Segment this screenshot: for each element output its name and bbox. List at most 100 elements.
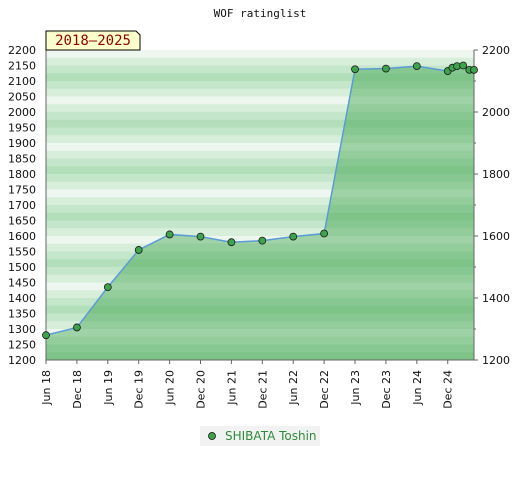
x-tick-label: Dec 21	[256, 370, 269, 409]
x-tick-label: Dec 18	[71, 370, 84, 409]
data-point	[73, 323, 81, 332]
background-band	[46, 158, 474, 167]
x-tick-label: Dec 24	[442, 370, 455, 409]
y-tick-label-left: 2000	[8, 106, 36, 119]
data-point	[470, 65, 478, 74]
data-point	[258, 236, 267, 245]
background-band	[46, 313, 474, 322]
period-badge-text: 2018–2025	[55, 33, 131, 49]
x-tick-label: Jun 20	[164, 370, 177, 406]
x-tick-label: Jun 23	[349, 370, 362, 406]
background-band	[46, 104, 474, 113]
data-point	[382, 64, 390, 73]
y-tick-label-right: 2200	[482, 44, 510, 57]
background-band	[46, 197, 474, 206]
y-tick-label-left: 1700	[8, 199, 36, 212]
x-tick-label: Dec 23	[380, 370, 393, 409]
y-tick-label-left: 1600	[8, 230, 36, 243]
y-tick-label-left: 1900	[8, 137, 36, 150]
background-band	[46, 57, 474, 66]
data-point	[289, 232, 298, 241]
y-tick-label-left: 1500	[8, 261, 36, 274]
background-band	[46, 119, 474, 128]
data-point	[459, 61, 468, 70]
background-band	[46, 274, 474, 283]
y-tick-label-left: 1550	[8, 246, 36, 259]
background-band	[46, 73, 474, 82]
background-band	[46, 205, 474, 214]
background-band	[46, 88, 474, 97]
background-band	[46, 143, 474, 152]
x-tick-label: Jun 22	[287, 370, 300, 406]
background-band	[46, 259, 474, 268]
x-tick-label: Jun 19	[102, 370, 115, 406]
chart-title: WOF ratinglist	[214, 7, 307, 20]
background-band	[46, 166, 474, 175]
data-point	[412, 62, 421, 71]
data-point	[227, 238, 236, 247]
series-area	[46, 65, 474, 360]
y-tick-label-left: 1350	[8, 308, 36, 321]
legend-label: SHIBATA Toshin	[225, 429, 317, 443]
y-tick-label-left: 2050	[8, 91, 36, 104]
background-band	[46, 336, 474, 345]
legend: SHIBATA Toshin	[200, 426, 320, 446]
x-tick-label: Jun 18	[40, 370, 53, 406]
background-band	[46, 352, 474, 361]
background-band	[46, 181, 474, 190]
y-tick-label-right: 1400	[482, 292, 510, 305]
axes: 1200 1250 1300 1350 1400 1450 1500 1550 1600 1650…	[8, 44, 510, 409]
y-tick-label-left: 1750	[8, 184, 36, 197]
background-band	[46, 305, 474, 314]
y-tick-label-right: 1600	[482, 230, 510, 243]
background-band	[46, 81, 474, 90]
y-tick-label-left: 1450	[8, 277, 36, 290]
background-band	[46, 212, 474, 221]
y-tick-label-left: 1200	[8, 354, 36, 367]
y-tick-label-right: 2000	[482, 106, 510, 119]
x-tick-label: Jun 21	[225, 370, 238, 406]
background-band	[46, 96, 474, 105]
background-band	[46, 282, 474, 291]
y-tick-label-left: 2150	[8, 60, 36, 73]
background-band	[46, 243, 474, 252]
background-band	[46, 290, 474, 299]
legend-marker	[208, 432, 216, 440]
x-tick-label: Dec 20	[195, 370, 208, 409]
y-tick-label-left: 2100	[8, 75, 36, 88]
y-tick-label-left: 1650	[8, 215, 36, 228]
data-point	[320, 229, 329, 238]
background-band	[46, 321, 474, 330]
x-tick-label: Dec 19	[133, 370, 146, 409]
background-band	[46, 220, 474, 229]
background-band	[46, 127, 474, 136]
data-point	[134, 246, 143, 254]
y-tick-label-left: 1850	[8, 153, 36, 166]
y-tick-label-right: 1800	[482, 168, 510, 181]
y-tick-label-left: 1300	[8, 323, 36, 336]
y-tick-label-right: 1200	[482, 354, 510, 367]
background-band	[46, 329, 474, 338]
background-band	[46, 135, 474, 144]
background-band	[46, 344, 474, 353]
background-band	[46, 65, 474, 74]
background-band	[46, 50, 474, 59]
data-point	[196, 232, 205, 241]
background-band	[46, 189, 474, 198]
data-points	[42, 61, 478, 340]
background-band	[46, 112, 474, 121]
background-band	[46, 228, 474, 237]
period-badge: 2018–2025	[45, 30, 141, 51]
y-tick-label-left: 1800	[8, 168, 36, 181]
x-tick-label: Jun 24	[411, 370, 424, 406]
data-point	[351, 65, 359, 74]
y-tick-label-left: 2200	[8, 44, 36, 57]
data-point	[165, 230, 174, 239]
data-point	[103, 283, 112, 292]
background-band	[46, 267, 474, 276]
y-tick-label-left: 1400	[8, 292, 36, 305]
background-band	[46, 150, 474, 159]
y-tick-label-left: 1950	[8, 122, 36, 135]
background-band	[46, 174, 474, 183]
